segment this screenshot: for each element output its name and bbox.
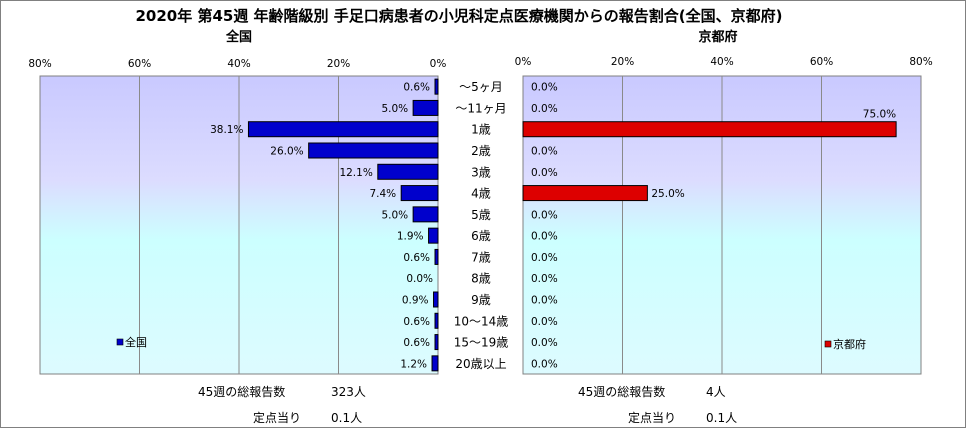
- category-label: 5歳: [471, 208, 491, 222]
- data-label-national: 5.0%: [381, 103, 408, 115]
- x-tick-label-national: 80%: [28, 58, 51, 70]
- data-label-national: 0.9%: [402, 295, 429, 307]
- category-label: 15～19歳: [454, 336, 509, 350]
- data-label-national: 1.9%: [397, 231, 424, 243]
- data-label-kyoto: 0.0%: [531, 82, 558, 94]
- data-label-national: 38.1%: [210, 124, 243, 136]
- bar-national: [428, 227, 439, 244]
- data-label-kyoto: 0.0%: [531, 252, 558, 264]
- data-label-national: 0.6%: [403, 252, 430, 264]
- footer-kyoto-per-value: 0.1人: [706, 411, 738, 425]
- data-label-kyoto: 0.0%: [531, 146, 558, 158]
- data-label-national: 26.0%: [270, 146, 303, 158]
- bar-national: [308, 142, 439, 159]
- data-label-kyoto: 0.0%: [531, 209, 558, 221]
- footer-kyoto-total-label: 45週の総報告数: [578, 385, 666, 399]
- data-label-kyoto: 25.0%: [651, 188, 684, 200]
- legend-label-kyoto: 京都府: [833, 337, 866, 351]
- data-label-kyoto: 0.0%: [531, 337, 558, 349]
- data-label-national: 0.6%: [403, 337, 430, 349]
- data-label-kyoto: 0.0%: [531, 231, 558, 243]
- data-label-national: 7.4%: [369, 188, 396, 200]
- data-label-kyoto: 75.0%: [863, 109, 896, 121]
- chart-title: 2020年 第45週 年齢階級別 手足口病患者の小児科定点医療機関からの報告割合…: [135, 7, 782, 25]
- data-label-national: 0.6%: [403, 82, 430, 94]
- category-label: 2歳: [471, 144, 491, 158]
- bar-kyoto: [522, 121, 897, 138]
- bar-national: [434, 78, 439, 95]
- bar-national: [400, 185, 439, 202]
- data-label-kyoto: 0.0%: [531, 316, 558, 328]
- data-label-kyoto: 0.0%: [531, 273, 558, 285]
- panel-title-national: 全国: [225, 29, 252, 45]
- category-label: 1歳: [471, 123, 491, 137]
- data-label-national: 0.6%: [403, 316, 430, 328]
- x-tick-label-kyoto: 60%: [810, 56, 833, 68]
- footer-national-per-value: 0.1人: [331, 411, 363, 425]
- legend-swatch-kyoto: [824, 340, 832, 348]
- category-label: 20歳以上: [455, 357, 506, 371]
- bar-national: [412, 206, 439, 223]
- data-label-kyoto: 0.0%: [531, 103, 558, 115]
- legend-kyoto: 京都府: [824, 337, 866, 351]
- bar-kyoto: [522, 185, 648, 202]
- data-label-kyoto: 0.0%: [531, 358, 558, 370]
- category-label: ～5ヶ月: [459, 80, 503, 94]
- legend-label-national: 全国: [125, 335, 147, 349]
- data-label-kyoto: 0.0%: [531, 295, 558, 307]
- bar-national: [412, 99, 439, 116]
- data-label-national: 1.2%: [400, 358, 427, 370]
- footer-national-total-label: 45週の総報告数: [198, 385, 286, 399]
- panel-title-kyoto: 京都府: [698, 29, 737, 45]
- bar-national: [431, 355, 439, 372]
- bar-national: [434, 248, 439, 265]
- footer-national-per-label: 定点当り: [253, 411, 302, 425]
- x-tick-label-kyoto: 0%: [515, 56, 532, 68]
- category-label: ～11ヶ月: [455, 101, 506, 115]
- category-label: 7歳: [471, 250, 491, 264]
- x-tick-label-kyoto: 40%: [710, 56, 733, 68]
- category-label: 8歳: [471, 272, 491, 286]
- bar-national: [433, 291, 439, 308]
- x-tick-label-kyoto: 80%: [909, 56, 932, 68]
- x-tick-label-national: 60%: [128, 58, 151, 70]
- category-label: 3歳: [471, 165, 491, 179]
- data-label-kyoto: 0.0%: [531, 167, 558, 179]
- data-label-national: 0.0%: [406, 273, 433, 285]
- bar-national: [434, 312, 439, 329]
- legend-swatch-national: [116, 338, 124, 346]
- data-label-national: 5.0%: [381, 209, 408, 221]
- category-label: 9歳: [471, 293, 491, 307]
- x-tick-label-kyoto: 20%: [611, 56, 634, 68]
- footer-national-total-value: 323人: [331, 385, 366, 399]
- legend-national: 全国: [116, 335, 147, 349]
- data-label-national: 12.1%: [339, 167, 372, 179]
- x-tick-label-national: 0%: [430, 58, 447, 70]
- category-label: 10～14歳: [454, 314, 509, 328]
- bar-national: [434, 334, 439, 351]
- bar-national: [247, 121, 439, 138]
- category-label: 4歳: [471, 187, 491, 201]
- category-label: 6歳: [471, 229, 491, 243]
- bar-national: [377, 163, 439, 180]
- footer-kyoto-per-label: 定点当り: [628, 411, 677, 425]
- x-tick-label-national: 40%: [227, 58, 250, 70]
- footer-kyoto-total-value: 4人: [706, 385, 726, 399]
- x-tick-label-national: 20%: [327, 58, 350, 70]
